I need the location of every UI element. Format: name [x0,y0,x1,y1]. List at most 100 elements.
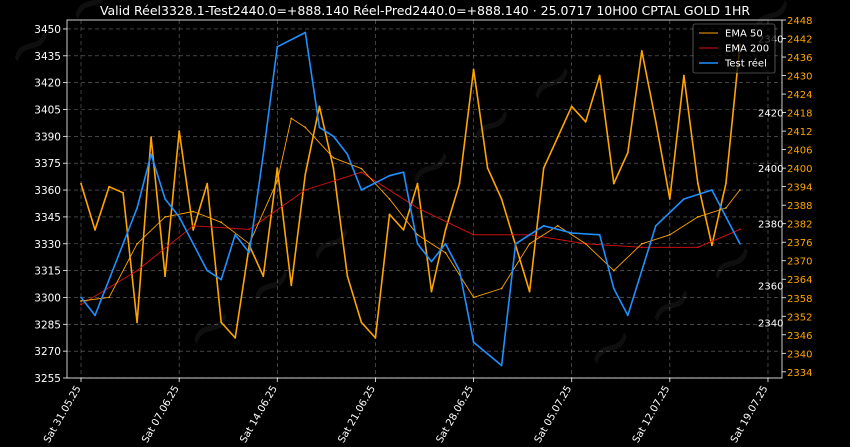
series-point [80,303,82,306]
series-point [136,321,139,324]
series-line-ema-50 [80,117,741,302]
series-point [332,167,335,170]
y-right-tick-label: 2418 [787,109,812,120]
series-point [234,337,237,339]
y-axis-right: 2334 2340 2346 2352 2358 2364 2370 2376 2382 2388… [758,16,812,379]
y-right-tick-label: 2436 [787,53,812,64]
series-point [612,182,615,185]
y-right-tick-label: 2406 [787,146,812,157]
series-point [80,182,82,185]
series-point [150,136,153,139]
series-point [584,120,587,123]
y-left-tick-label: 3315 [34,266,61,278]
series-point [276,45,279,48]
y-left-tick-label: 3450 [34,24,61,36]
series-point [388,198,391,200]
series-point [332,156,335,159]
y-right-tick-label: 2388 [787,201,812,212]
series-point [612,269,615,272]
series-point [192,210,195,213]
series-point [711,189,713,191]
series-point [164,275,167,278]
series-point [192,242,195,245]
y-left-tick-label: 3435 [34,51,61,63]
series-point [444,229,447,231]
series-point [164,198,167,200]
x-tick-label: Sat 12.07.25 [631,384,673,445]
series-point [640,246,643,249]
y-right-tick-label: 2376 [787,238,812,249]
y-right-tick-label: 2364 [787,275,812,286]
series-point [332,135,335,138]
series-point [654,224,657,227]
series-point [697,216,699,218]
legend-label: EMA 200 [725,44,769,55]
series-point [360,189,363,191]
series-point [416,182,419,185]
y-left-tick-label: 3405 [34,105,61,117]
series-point [220,278,223,281]
y-left-tick-label: 3420 [34,78,61,90]
y-right-overlay-label: 2420 [758,109,783,120]
series-point [206,182,209,185]
y-right-overlay-label: 2400 [758,164,783,175]
series-point [136,242,139,245]
series-point [486,167,489,170]
series-point [640,269,643,272]
series-point [374,337,377,339]
series-point [711,244,713,247]
y-right-tick-label: 2430 [787,72,812,83]
y-left-tick-label: 3330 [34,239,61,251]
series-point [556,224,559,227]
series-point [178,216,181,218]
series-point [388,174,391,177]
series-point [108,185,110,188]
y-left-tick-label: 3270 [34,346,61,358]
y-axis-left: 3255 3270 3285 3300 3315 3330 3345 3360 3375 3390… [34,24,67,385]
series-point [458,269,461,272]
grid [67,20,782,379]
series-point [150,153,153,156]
series-point [304,173,307,176]
y-right-overlay-label: 2340 [758,318,783,329]
y-right-tick-label: 2400 [787,164,812,175]
series-point [458,182,461,185]
series-point [500,364,503,367]
series-point [290,117,293,120]
series-point [304,31,307,34]
y-left-tick-label: 3255 [34,373,61,385]
y-right-tick-label: 2334 [787,368,812,379]
series-point [528,290,531,293]
series-point [262,275,265,278]
series-point [360,171,363,174]
series-point [276,167,279,170]
series-point [430,290,433,293]
y-right-tick-label: 2442 [787,35,812,46]
series-point [108,296,110,299]
series-point [248,228,251,231]
series-point [472,68,475,71]
series-point [683,198,685,200]
series-point [668,198,671,200]
x-tick-label: Sat 28.06.25 [435,384,477,445]
series-point [346,275,349,278]
x-tick-label: Sat 05.07.25 [533,384,575,445]
x-tick-label: Sat 07.06.25 [140,384,182,445]
series-point [542,167,545,170]
x-axis: Sat 31.05.25 Sat 07.06.25 Sat 14.06.25 Sat … [42,378,771,445]
series-point [248,251,251,254]
series-point [206,269,209,272]
y-left-tick-label: 3300 [34,292,61,304]
x-tick-label: Sat 31.05.25 [42,384,84,445]
series-point [472,341,475,344]
chart-title: Valid Réel3328.1-Test2440.0=+888.140 Rée… [100,3,750,18]
series-point [122,242,124,245]
y-right-tick-label: 2358 [787,294,812,305]
x-tick-label: Sat 14.06.25 [238,384,280,445]
y-right-tick-label: 2394 [787,183,812,194]
series-point [262,153,265,156]
plot-frame [66,19,783,379]
series-point [318,105,321,108]
series-point [626,314,629,317]
